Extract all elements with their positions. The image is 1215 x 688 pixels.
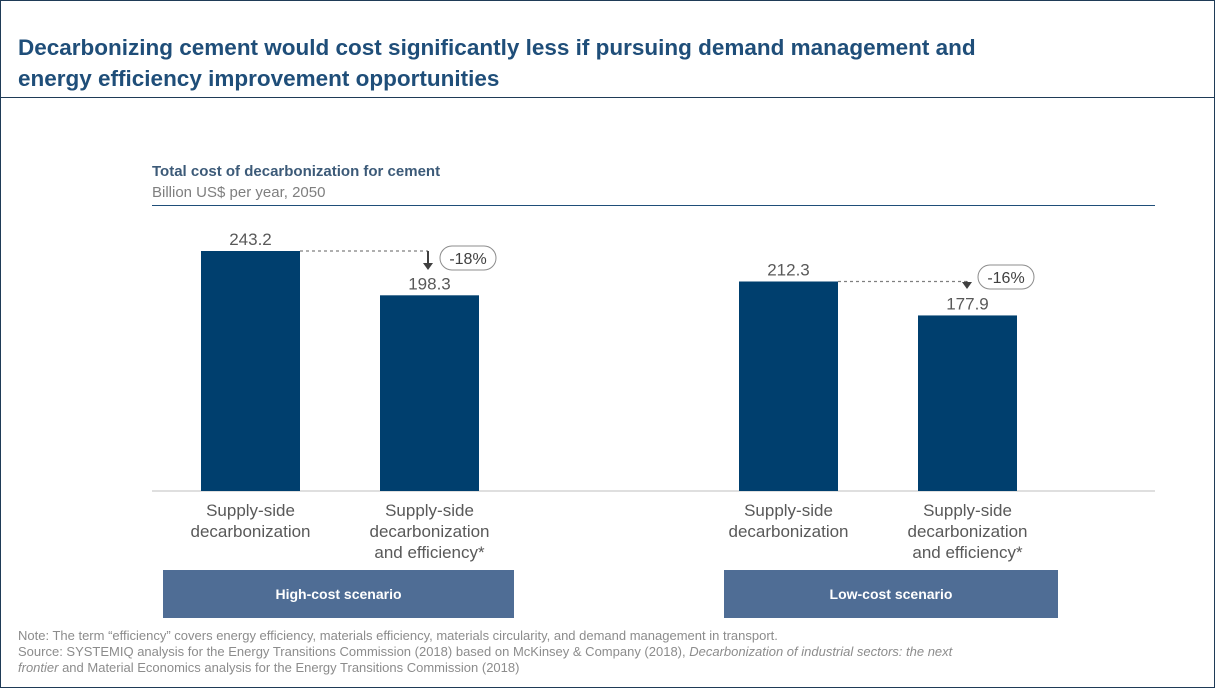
category-label-line: and efficiency*	[912, 543, 1023, 562]
source-line-1: Source: SYSTEMIQ analysis for the Energy…	[18, 644, 952, 659]
source-publication-title: Decarbonization of industrial sectors: t…	[689, 644, 953, 659]
scenario-box-high-cost: High-cost scenario	[163, 570, 514, 618]
change-badge	[977, 264, 1035, 290]
bar-value-label: 177.9	[946, 294, 989, 313]
category-label-line: decarbonization	[190, 522, 310, 541]
category-label-line: Supply-side	[923, 501, 1012, 520]
change-badge-label: -18%	[449, 251, 486, 268]
category-label-line: Supply-side	[744, 501, 833, 520]
slide-title-line-2: energy efficiency improvement opportunit…	[18, 66, 500, 91]
note-text: Note: The term “efficiency” covers energ…	[18, 628, 778, 643]
slide-title-line-1: Decarbonizing cement would cost signific…	[18, 35, 976, 60]
bar-value-label: 198.3	[408, 274, 451, 293]
bar	[739, 281, 838, 491]
bar	[201, 251, 300, 491]
category-label-line: Supply-side	[206, 501, 295, 520]
bar	[380, 295, 479, 491]
change-arrow-head	[423, 263, 433, 270]
scenario-box-low-cost: Low-cost scenario	[724, 570, 1058, 618]
source-text: Source: SYSTEMIQ analysis for the Energy…	[18, 644, 690, 659]
slide-title: Decarbonizing cement would cost signific…	[18, 32, 1198, 94]
chart-title: Total cost of decarbonization for cement	[152, 163, 441, 180]
bar-value-label: 243.2	[229, 230, 272, 249]
source-text-end: and Material Economics analysis for the …	[58, 660, 520, 675]
source-publication-title-end: frontier	[18, 660, 59, 675]
category-label-line: decarbonization	[728, 522, 848, 541]
category-label-line: Supply-side	[385, 501, 474, 520]
bar-value-label: 212.3	[767, 260, 810, 279]
change-arrow-head	[962, 282, 972, 289]
chart-subtitle: Billion US$ per year, 2050	[152, 184, 326, 201]
bar	[918, 315, 1017, 491]
category-label-line: decarbonization	[369, 522, 489, 541]
chart-header-divider	[152, 205, 1155, 206]
category-label-line: decarbonization	[907, 522, 1027, 541]
change-badge	[439, 245, 497, 271]
source-line-2: frontier and Material Economics analysis…	[18, 660, 519, 675]
change-badge-label: -16%	[987, 270, 1024, 287]
title-divider	[0, 97, 1215, 98]
category-label-line: and efficiency*	[374, 543, 485, 562]
